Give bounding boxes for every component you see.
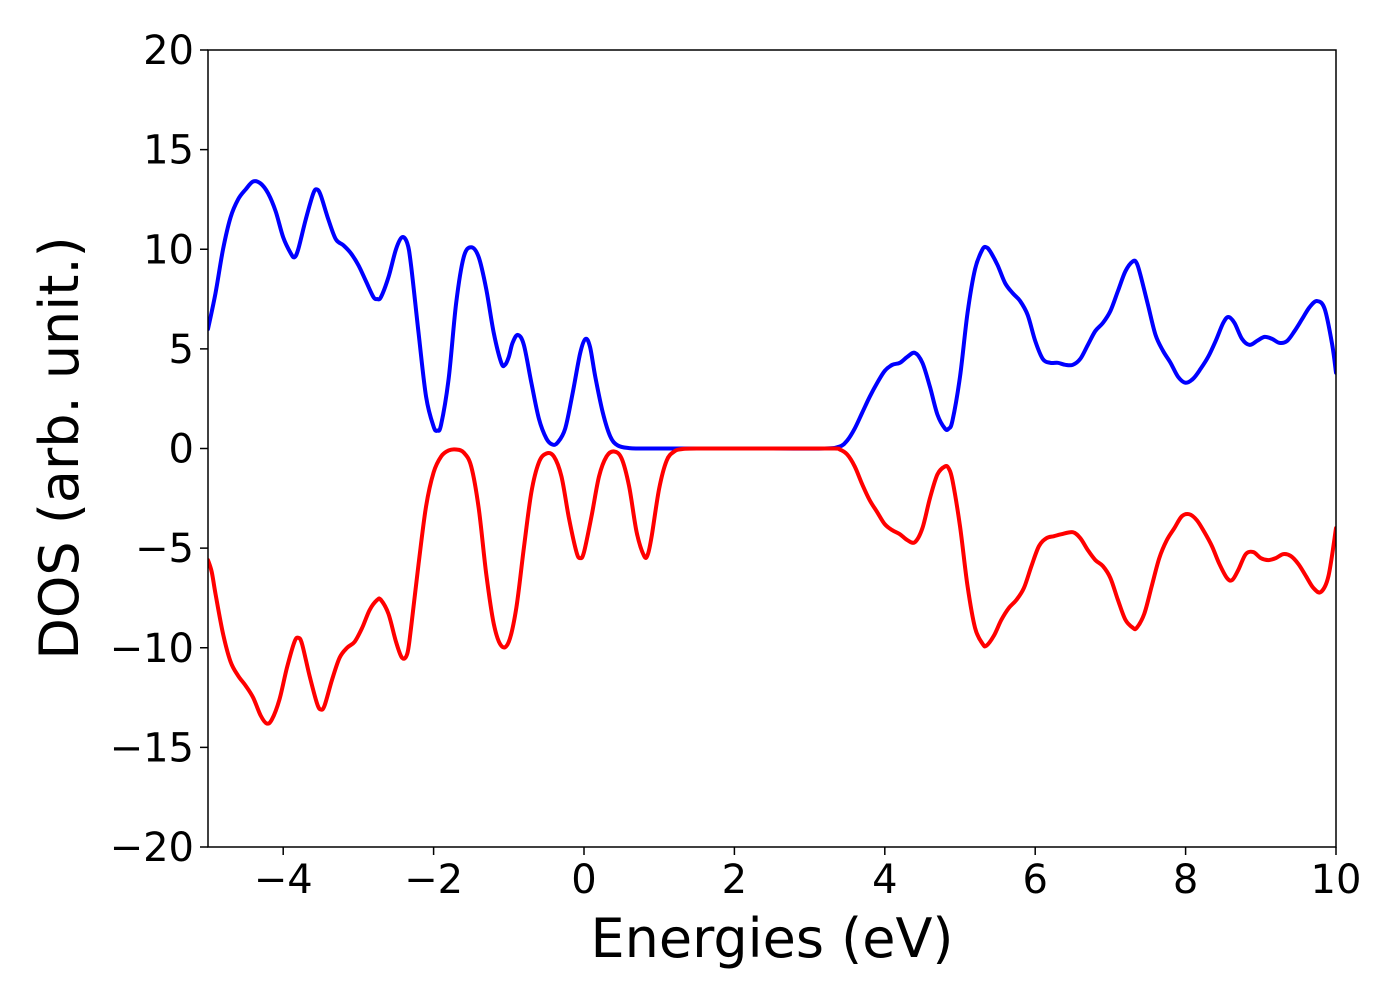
y-axis-ticks: −20 −15 −10 −5 0 5 10 15 20 xyxy=(110,28,208,871)
y-axis-title: DOS (arb. unit.) xyxy=(28,236,91,659)
y-tick-label: −5 xyxy=(135,526,194,572)
x-tick-label: 10 xyxy=(1311,857,1362,903)
series-line-spin-down xyxy=(208,446,1336,726)
series-layer xyxy=(208,179,1336,726)
x-tick-label: 4 xyxy=(872,857,897,903)
y-tick-label: −15 xyxy=(110,725,194,771)
x-tick-label: −4 xyxy=(254,857,313,903)
x-axis-ticks: −4 −2 0 2 4 6 8 10 xyxy=(254,847,1362,903)
series-line-spin-up xyxy=(208,179,1336,451)
x-tick-label: 2 xyxy=(722,857,747,903)
y-tick-label: 10 xyxy=(143,227,194,273)
x-axis-title: Energies (eV) xyxy=(591,907,954,970)
y-tick-label: 5 xyxy=(169,327,194,373)
x-tick-label: 8 xyxy=(1173,857,1198,903)
y-tick-label: −20 xyxy=(110,825,194,871)
x-tick-label: 6 xyxy=(1022,857,1047,903)
x-tick-label: −2 xyxy=(404,857,463,903)
y-tick-label: −10 xyxy=(110,626,194,672)
y-tick-label: 0 xyxy=(169,427,194,473)
x-tick-label: 0 xyxy=(571,857,596,903)
y-tick-label: 20 xyxy=(143,28,194,74)
y-tick-label: 15 xyxy=(143,128,194,174)
